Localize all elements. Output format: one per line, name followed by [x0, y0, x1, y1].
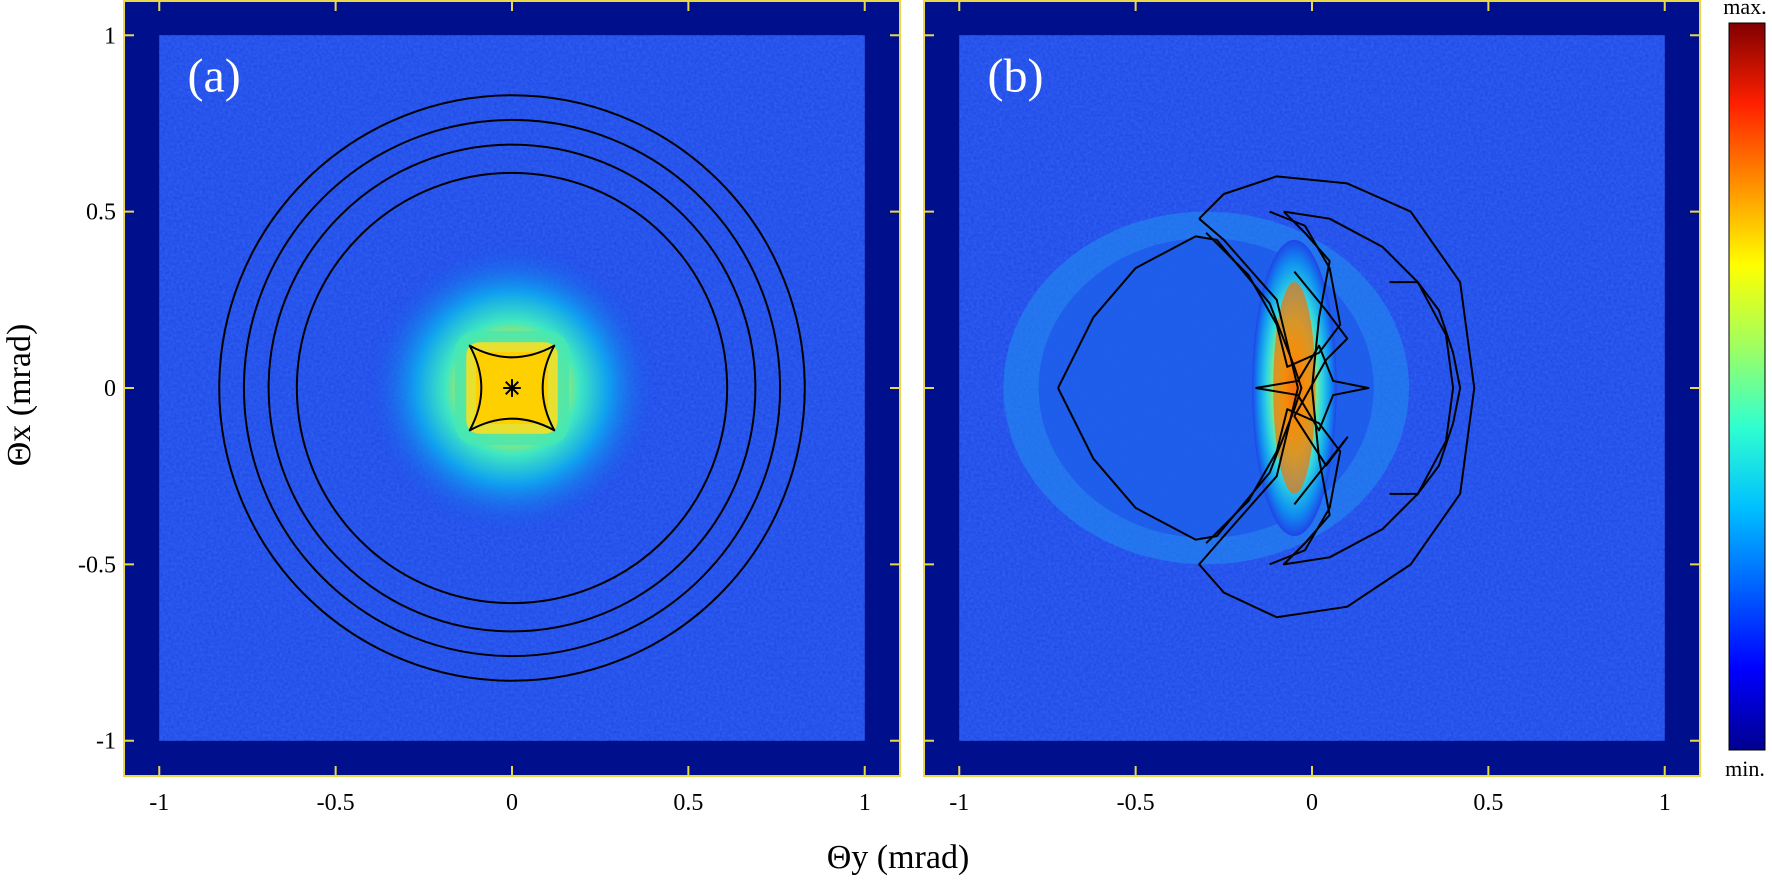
overlay-astroid-center — [1255, 344, 1370, 432]
colorbar-bar — [1728, 22, 1766, 751]
x-tick-label: -1 — [949, 790, 969, 816]
y-axis-title: Θx (mrad) — [1, 324, 38, 467]
y-tick-label: -1 — [96, 729, 116, 755]
overlay-star-marker — [503, 379, 521, 397]
x-tick-label: 1 — [859, 790, 871, 816]
intensity-peak-core — [1273, 282, 1316, 494]
panel-b: -1 -0.5 0 0.5 1 (b) — [923, 0, 1701, 816]
y-tick-label: 0 — [104, 376, 116, 402]
overlay-circle — [218, 94, 806, 682]
overlay-side-lobe — [1389, 281, 1462, 495]
panel-label: (a) — [187, 50, 240, 103]
overlay-caustic-upper — [1205, 210, 1342, 368]
overlay-big-arc — [1198, 175, 1476, 619]
panel-a: -1 -0.5 0 0.5 1 1 0.5 0 -0.5 -1 (a) — [78, 0, 901, 816]
x-tick-label: 0.5 — [1473, 790, 1503, 816]
y-tick-label: 1 — [104, 23, 116, 49]
overlay-caustic-lines — [1293, 270, 1349, 506]
x-tick-label: -0.5 — [317, 790, 355, 816]
panel-label: (b) — [987, 50, 1043, 103]
y-tick-label: -0.5 — [78, 552, 116, 578]
colorbar-max-label: max. — [1723, 0, 1766, 19]
overlay-astroid — [468, 344, 556, 432]
overlay-circle — [267, 143, 757, 633]
x-tick-label: -1 — [149, 790, 169, 816]
colorbar: max. min. — [1723, 0, 1766, 781]
x-tick-label: 0 — [1306, 790, 1318, 816]
x-axis-title: Θy (mrad) — [827, 839, 970, 876]
x-tick-label: -0.5 — [1117, 790, 1155, 816]
colorbar-min-label: min. — [1725, 756, 1765, 781]
overlay-circle — [242, 118, 782, 658]
overlay-outer-lobe — [1057, 235, 1303, 541]
overlay-caustic-lower — [1205, 408, 1342, 566]
overlay-circle — [295, 171, 729, 605]
x-tick-label: 0.5 — [673, 790, 703, 816]
x-tick-label: 1 — [1659, 790, 1671, 816]
x-tick-label: 0 — [506, 790, 518, 816]
y-tick-label: 0.5 — [86, 200, 116, 226]
